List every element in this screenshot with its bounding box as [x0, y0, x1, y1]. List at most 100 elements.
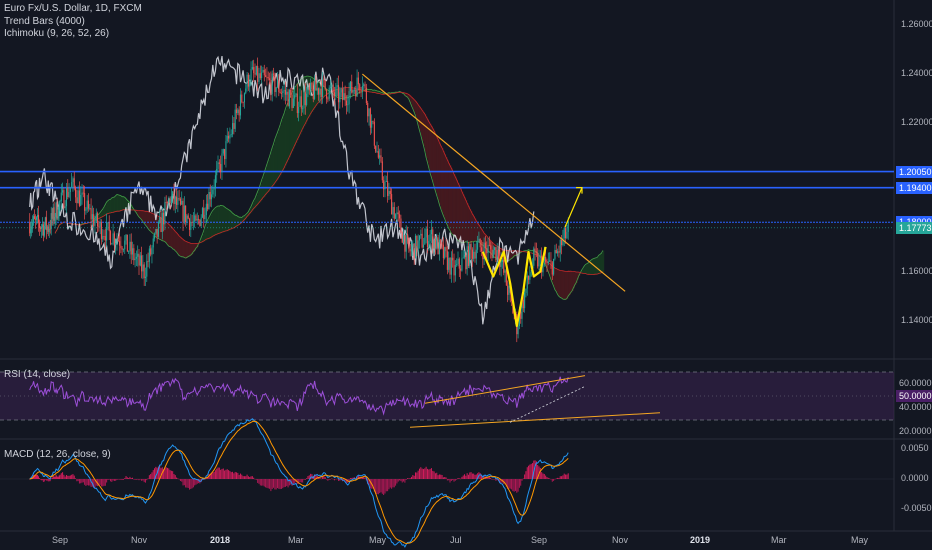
macd-bar: [81, 479, 83, 483]
cloud-slice: [139, 210, 141, 218]
macd-bar: [119, 479, 121, 480]
candle-body: [405, 234, 407, 252]
candle-body: [375, 145, 377, 152]
macd-bar: [166, 467, 168, 479]
macd-bar: [198, 479, 200, 484]
macd-bar: [169, 470, 171, 479]
macd-bar: [409, 478, 411, 479]
macd-bar: [163, 469, 165, 479]
cloud-slice: [104, 206, 106, 217]
macd-tick-label: 0.0050: [901, 443, 929, 453]
cloud-slice: [552, 265, 554, 284]
cloud-slice: [175, 231, 177, 252]
macd-bar: [67, 475, 69, 479]
cloud-slice: [478, 224, 481, 243]
macd-bar: [78, 479, 80, 484]
cloud-slice: [416, 102, 419, 121]
macd-bar: [348, 479, 350, 481]
cloud-slice: [491, 241, 494, 256]
cloud-slice: [342, 88, 344, 99]
candle-body: [121, 248, 123, 250]
macd-bar: [380, 479, 382, 493]
macd-bar: [334, 479, 336, 481]
candle-body: [38, 222, 41, 228]
cloud-slice: [477, 223, 479, 243]
macd-bar: [207, 476, 209, 479]
macd-bar: [132, 477, 134, 479]
indicator-trend-bars[interactable]: Trend Bars (4000): [4, 16, 85, 27]
candle-body: [440, 239, 442, 244]
macd-bar: [236, 472, 238, 479]
macd-bar: [220, 469, 222, 479]
candle-body: [68, 191, 70, 197]
candle-body: [76, 197, 78, 204]
trendline: [362, 73, 626, 292]
macd-line: [29, 418, 569, 548]
symbol-title[interactable]: Euro Fx/U.S. Dollar, 1D, FXCM: [4, 3, 142, 14]
candle-body: [360, 89, 362, 91]
cloud-slice: [243, 216, 245, 222]
indicator-ichimoku[interactable]: Ichimoku (9, 26, 52, 26): [4, 28, 110, 39]
cloud-slice: [461, 191, 464, 244]
candle-body: [242, 102, 244, 103]
cloud-slice: [426, 116, 428, 158]
cloud-slice: [404, 93, 407, 96]
candle-body: [507, 285, 509, 295]
candle-body: [526, 275, 528, 289]
rsi-label[interactable]: RSI (14, close): [4, 369, 71, 380]
cloud-slice: [157, 215, 159, 239]
candle-body: [438, 239, 440, 255]
cloud-slice: [493, 243, 495, 257]
macd-bar: [302, 479, 304, 483]
cloud-slice: [488, 237, 490, 252]
cloud-slice: [223, 205, 225, 233]
macd-bar: [337, 479, 339, 481]
candle-body: [446, 251, 448, 270]
candle-body: [51, 213, 53, 219]
macd-bar: [211, 473, 213, 479]
candle-body: [54, 216, 56, 221]
candle-body: [361, 85, 363, 91]
cloud-slice: [412, 98, 415, 110]
macd-bar: [138, 479, 140, 481]
macd-bar: [155, 466, 157, 479]
candle-body: [129, 241, 131, 252]
macd-bar: [51, 477, 53, 479]
candle-body: [434, 239, 436, 249]
cloud-slice: [562, 270, 565, 300]
candle-body: [524, 293, 526, 309]
macd-bar: [151, 472, 153, 479]
macd-label[interactable]: MACD (12, 26, close, 9): [4, 449, 111, 460]
candle-body: [355, 89, 357, 97]
candle-body: [55, 202, 57, 217]
macd-bar: [146, 479, 148, 481]
cloud-slice: [438, 139, 440, 201]
candle-body: [117, 239, 119, 242]
macd-bar: [144, 479, 146, 483]
cloud-slice: [529, 250, 532, 254]
cloud-slice: [228, 209, 230, 231]
candle-body: [58, 202, 60, 217]
macd-bar: [287, 479, 289, 488]
macd-bar: [535, 461, 537, 479]
macd-bar: [283, 479, 285, 488]
macd-bar: [495, 479, 497, 481]
candle-body: [561, 239, 563, 246]
macd-bar: [157, 466, 159, 479]
candle-body: [521, 299, 523, 319]
macd-bar: [416, 472, 418, 479]
macd-bar: [345, 479, 347, 483]
cloud-slice: [512, 250, 515, 258]
macd-bar: [504, 479, 506, 485]
candle-body: [404, 235, 406, 252]
macd-bar: [270, 479, 272, 492]
candle-body: [124, 240, 126, 250]
macd-bar: [85, 479, 87, 486]
candle-body: [41, 224, 43, 227]
cloud-slice: [58, 227, 60, 229]
cloud-slice: [378, 91, 380, 94]
macd-bar: [513, 479, 515, 492]
macd-bar: [307, 476, 309, 479]
